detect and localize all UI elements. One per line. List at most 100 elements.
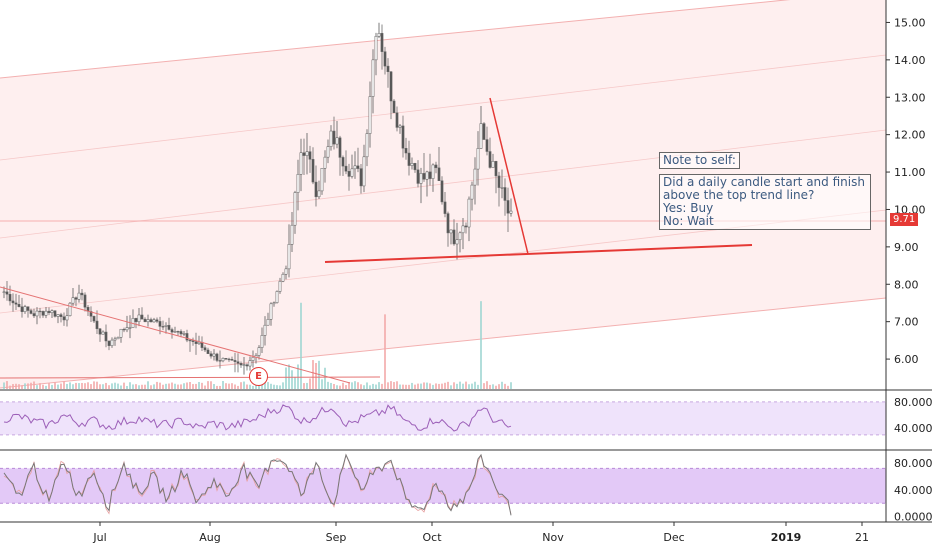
candle-body [137, 314, 141, 322]
candle-body [281, 273, 285, 282]
volume-bar [384, 314, 386, 389]
volume-bar [309, 378, 311, 389]
candle-body [272, 302, 276, 305]
volume-bar [294, 376, 296, 389]
volume-bar [132, 384, 134, 389]
volume-bar [456, 383, 458, 389]
candle-body [11, 300, 15, 304]
candle-body [203, 347, 207, 351]
candle-body [449, 229, 453, 234]
volume-bar [135, 384, 137, 389]
candle-body [104, 331, 108, 342]
volume-bar [357, 382, 359, 389]
price-tick-label: 13.00 [894, 91, 926, 104]
volume-bar [72, 384, 74, 389]
volume-bar [510, 382, 512, 389]
candle-body [284, 268, 288, 275]
candle-body [8, 294, 12, 302]
candle-body [140, 314, 144, 320]
candle-body [5, 291, 9, 295]
note-title-box[interactable]: Note to self: [659, 152, 740, 169]
volume-bar [75, 382, 77, 389]
candle-body [416, 169, 420, 184]
candle-body [293, 192, 297, 226]
price-tick-label: 7.00 [894, 316, 919, 329]
candle-body [278, 281, 282, 292]
price-tick-label: 11.00 [894, 166, 926, 179]
candle-body [197, 341, 201, 344]
candle-body [176, 331, 180, 333]
candle-body [155, 319, 159, 322]
volume-bar [471, 383, 473, 389]
channel-mid-1 [0, 54, 887, 161]
resistance-trendline [489, 97, 529, 255]
earnings-marker[interactable]: E [249, 367, 268, 386]
price-tick-label: 8.00 [894, 278, 919, 291]
candle-body [212, 353, 216, 357]
candle-body [413, 163, 417, 171]
candle-body [2, 291, 6, 293]
volume-bar [174, 383, 176, 389]
candle-body [119, 328, 123, 338]
volume-bar [81, 382, 83, 389]
candle-body [434, 164, 438, 169]
volume-bar [321, 379, 323, 389]
volume-bar [126, 385, 128, 389]
candle-body [380, 33, 384, 52]
volume-bar [210, 381, 212, 389]
volume-bar [402, 384, 404, 389]
note-body-box[interactable]: Did a daily candle start and finish abov… [659, 174, 871, 230]
volume-bar [468, 384, 470, 389]
candle-body [470, 184, 474, 200]
candle-body [410, 163, 414, 166]
candle-body [485, 139, 489, 152]
candle-body [89, 311, 93, 317]
candle-body [368, 96, 372, 134]
candle-body [407, 152, 411, 166]
volume-bar [63, 381, 65, 389]
candle-body [503, 187, 507, 201]
volume-bar [165, 383, 167, 389]
candle-body [266, 319, 270, 326]
volume-bar [474, 381, 476, 389]
candle-body [239, 363, 243, 366]
candle-body [344, 165, 348, 172]
volume-bar [243, 381, 245, 389]
volume-bar [276, 385, 278, 389]
volume-bar [279, 385, 281, 389]
stoch-d-line [3, 453, 512, 515]
candle-body [506, 200, 510, 214]
volume-bar [303, 383, 305, 389]
volume-bar [102, 384, 104, 389]
volume-bar [33, 381, 35, 389]
price-candles [2, 22, 513, 375]
volume-bar [369, 385, 371, 389]
volume-bar [342, 382, 344, 389]
volume-bar [90, 384, 92, 389]
volume-bar [432, 384, 434, 389]
volume-bar [21, 385, 23, 389]
candle-body [173, 331, 177, 333]
candle-body [386, 65, 390, 73]
volume-bar [3, 382, 5, 389]
candle-body [476, 148, 480, 170]
candle-body [68, 302, 72, 316]
volume-bar [360, 384, 362, 389]
candle-body [206, 349, 210, 354]
volume-bar [159, 382, 161, 389]
rsi-tick-label: 80.0000 [894, 396, 932, 409]
candle-body [83, 294, 87, 308]
volume-bar [315, 363, 317, 389]
candle-body [44, 310, 48, 316]
candle-body [50, 310, 54, 314]
volume-bar [363, 385, 365, 389]
candle-body [227, 358, 231, 361]
candle-body [230, 359, 234, 361]
volume-bar [501, 381, 503, 389]
candle-body [233, 360, 237, 362]
candle-body [62, 316, 66, 321]
candle-body [38, 310, 42, 313]
candle-body [71, 297, 75, 304]
volume-bar [156, 381, 158, 389]
